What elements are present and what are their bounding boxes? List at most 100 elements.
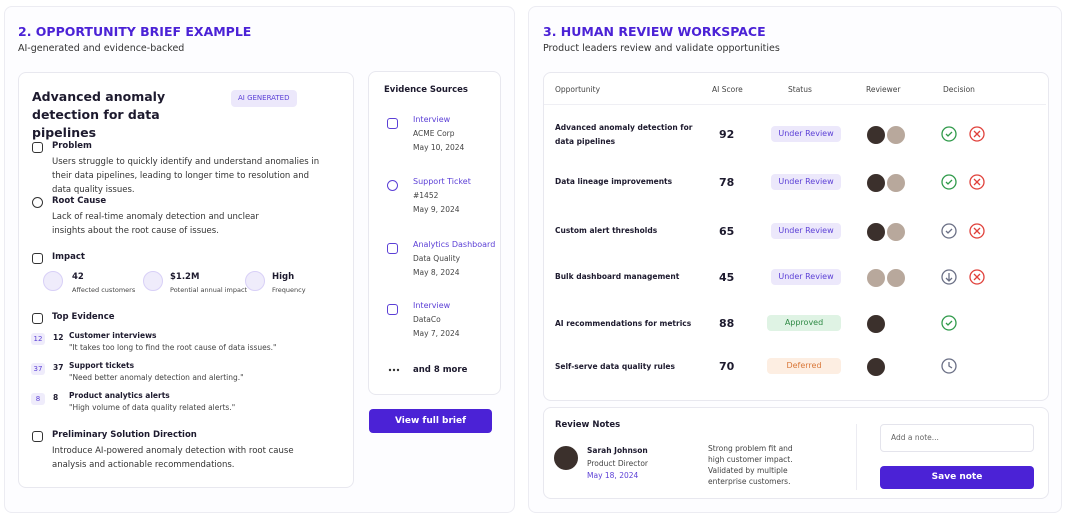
evidence-quote: "High volume of data quality related ale… — [69, 403, 236, 412]
ai-badge: AI GENERATED — [231, 90, 297, 107]
column-header: AI Score — [712, 85, 743, 94]
source-date: May 8, 2024 — [413, 268, 460, 277]
decision-icons[interactable] — [941, 126, 985, 142]
section-label: Problem — [52, 141, 92, 151]
section-text: Lack of real-time anomaly detection and … — [52, 212, 259, 236]
reviewer-avatar — [866, 222, 886, 242]
brief-heading: Advanced anomaly detection for data pipe… — [32, 89, 166, 140]
metric-value: $1.2M — [170, 272, 200, 282]
evidence-quote: "Need better anomaly detection and alert… — [69, 373, 244, 382]
row-divider — [544, 104, 1046, 105]
evidence-title: Support tickets — [69, 361, 135, 370]
opportunity-name: Data lineage improvements — [555, 177, 673, 186]
source-icon — [387, 118, 398, 129]
metric-icon — [43, 271, 63, 291]
review-subtitle: Product leaders review and validate oppo… — [543, 43, 780, 54]
column-header: Opportunity — [555, 85, 601, 94]
status-badge: Under Review — [771, 174, 841, 190]
source-type[interactable]: Analytics Dashboard — [413, 240, 496, 249]
brief-card — [18, 72, 354, 488]
reviewer-avatar — [866, 125, 886, 145]
column-header: Status — [788, 85, 812, 94]
note-input[interactable]: Add a note... — [880, 424, 1034, 452]
ai-score: 45 — [719, 271, 735, 284]
evidence-title: Evidence Sources — [384, 85, 468, 95]
author-avatar — [553, 445, 579, 471]
metric-value: High — [272, 272, 295, 282]
reviewer-avatar — [886, 222, 906, 242]
decision-icons[interactable] — [941, 223, 985, 239]
section-label: Impact — [52, 252, 85, 262]
metric-label: Frequency — [272, 286, 306, 294]
brief-subtitle: AI-generated and evidence-backed — [18, 43, 185, 54]
evidence-title: Customer interviews — [69, 331, 157, 340]
source-type[interactable]: Support Ticket — [413, 177, 471, 186]
status-badge: Under Review — [771, 269, 841, 285]
ai-score: 70 — [719, 360, 735, 373]
reviewer-avatar — [886, 268, 906, 288]
section-label: Root Cause — [52, 196, 107, 206]
decision-icons[interactable] — [941, 174, 985, 190]
source-date: May 7, 2024 — [413, 329, 460, 338]
decision-icons[interactable] — [941, 269, 985, 285]
status-badge: Under Review — [771, 223, 841, 239]
evidence-card — [368, 71, 501, 395]
opportunity-name: Advanced anomaly detection for data pipe… — [555, 123, 693, 146]
brief-title: 2. OPPORTUNITY BRIEF EXAMPLE — [18, 24, 252, 39]
problem-icon — [32, 142, 43, 153]
section-label: Top Evidence — [52, 312, 115, 322]
reviewer-avatar — [866, 268, 886, 288]
source-date: May 10, 2024 — [413, 143, 465, 152]
source-name: #1452 — [413, 191, 439, 200]
notes-title: Review Notes — [555, 420, 621, 430]
save-note-button[interactable]: Save note — [880, 466, 1034, 489]
view-brief-button[interactable]: View full brief — [369, 409, 492, 433]
source-date: May 9, 2024 — [413, 205, 460, 214]
opportunity-name: Bulk dashboard management — [555, 272, 680, 281]
evidence-title: Product analytics alerts — [69, 391, 170, 400]
source-icon — [387, 243, 398, 254]
section-text: Users struggle to quickly identify and u… — [52, 157, 320, 195]
metric-icon — [143, 271, 163, 291]
more-link[interactable]: and 8 more — [413, 365, 468, 375]
metric-label: Affected customers — [72, 286, 136, 294]
source-icon — [387, 304, 398, 315]
count: 8 — [53, 393, 59, 402]
column-header: Reviewer — [866, 85, 901, 94]
author-role: Product Director — [587, 459, 648, 468]
decision-icons[interactable] — [941, 315, 957, 331]
reviewer-avatar — [886, 125, 906, 145]
status-badge: Under Review — [771, 126, 841, 142]
solution-icon — [32, 431, 43, 442]
ai-score: 65 — [719, 225, 735, 238]
count-badge: 8 — [31, 393, 45, 405]
impact-icon — [32, 253, 43, 264]
count: 12 — [53, 333, 64, 342]
count: 37 — [53, 363, 64, 372]
evidence-icon — [32, 313, 43, 324]
note-text: Strong problem fit and high customer imp… — [708, 444, 793, 486]
ai-score: 92 — [719, 128, 735, 141]
status-badge: Approved — [767, 315, 841, 331]
opportunity-name: Self-serve data quality rules — [555, 362, 675, 371]
metric-label: Potential annual impact — [170, 286, 248, 294]
root-icon — [32, 197, 43, 208]
reviewer-avatar — [866, 357, 886, 377]
reviewer-avatar — [866, 314, 886, 334]
count-badge: 12 — [31, 333, 45, 345]
source-name: ACME Corp — [413, 129, 455, 138]
opportunity-name: AI recommendations for metrics — [555, 319, 692, 328]
source-type[interactable]: Interview — [413, 115, 451, 124]
author-name: Sarah Johnson — [587, 446, 648, 455]
decision-icons[interactable] — [941, 358, 957, 374]
source-name: DataCo — [413, 315, 441, 324]
reviewer-avatar — [866, 173, 886, 193]
count-badge: 37 — [31, 363, 45, 375]
ai-score: 78 — [719, 176, 735, 189]
section-label: Preliminary Solution Direction — [52, 430, 197, 440]
source-type[interactable]: Interview — [413, 301, 451, 310]
reviewer-avatar — [886, 173, 906, 193]
status-badge: Deferred — [767, 358, 841, 374]
